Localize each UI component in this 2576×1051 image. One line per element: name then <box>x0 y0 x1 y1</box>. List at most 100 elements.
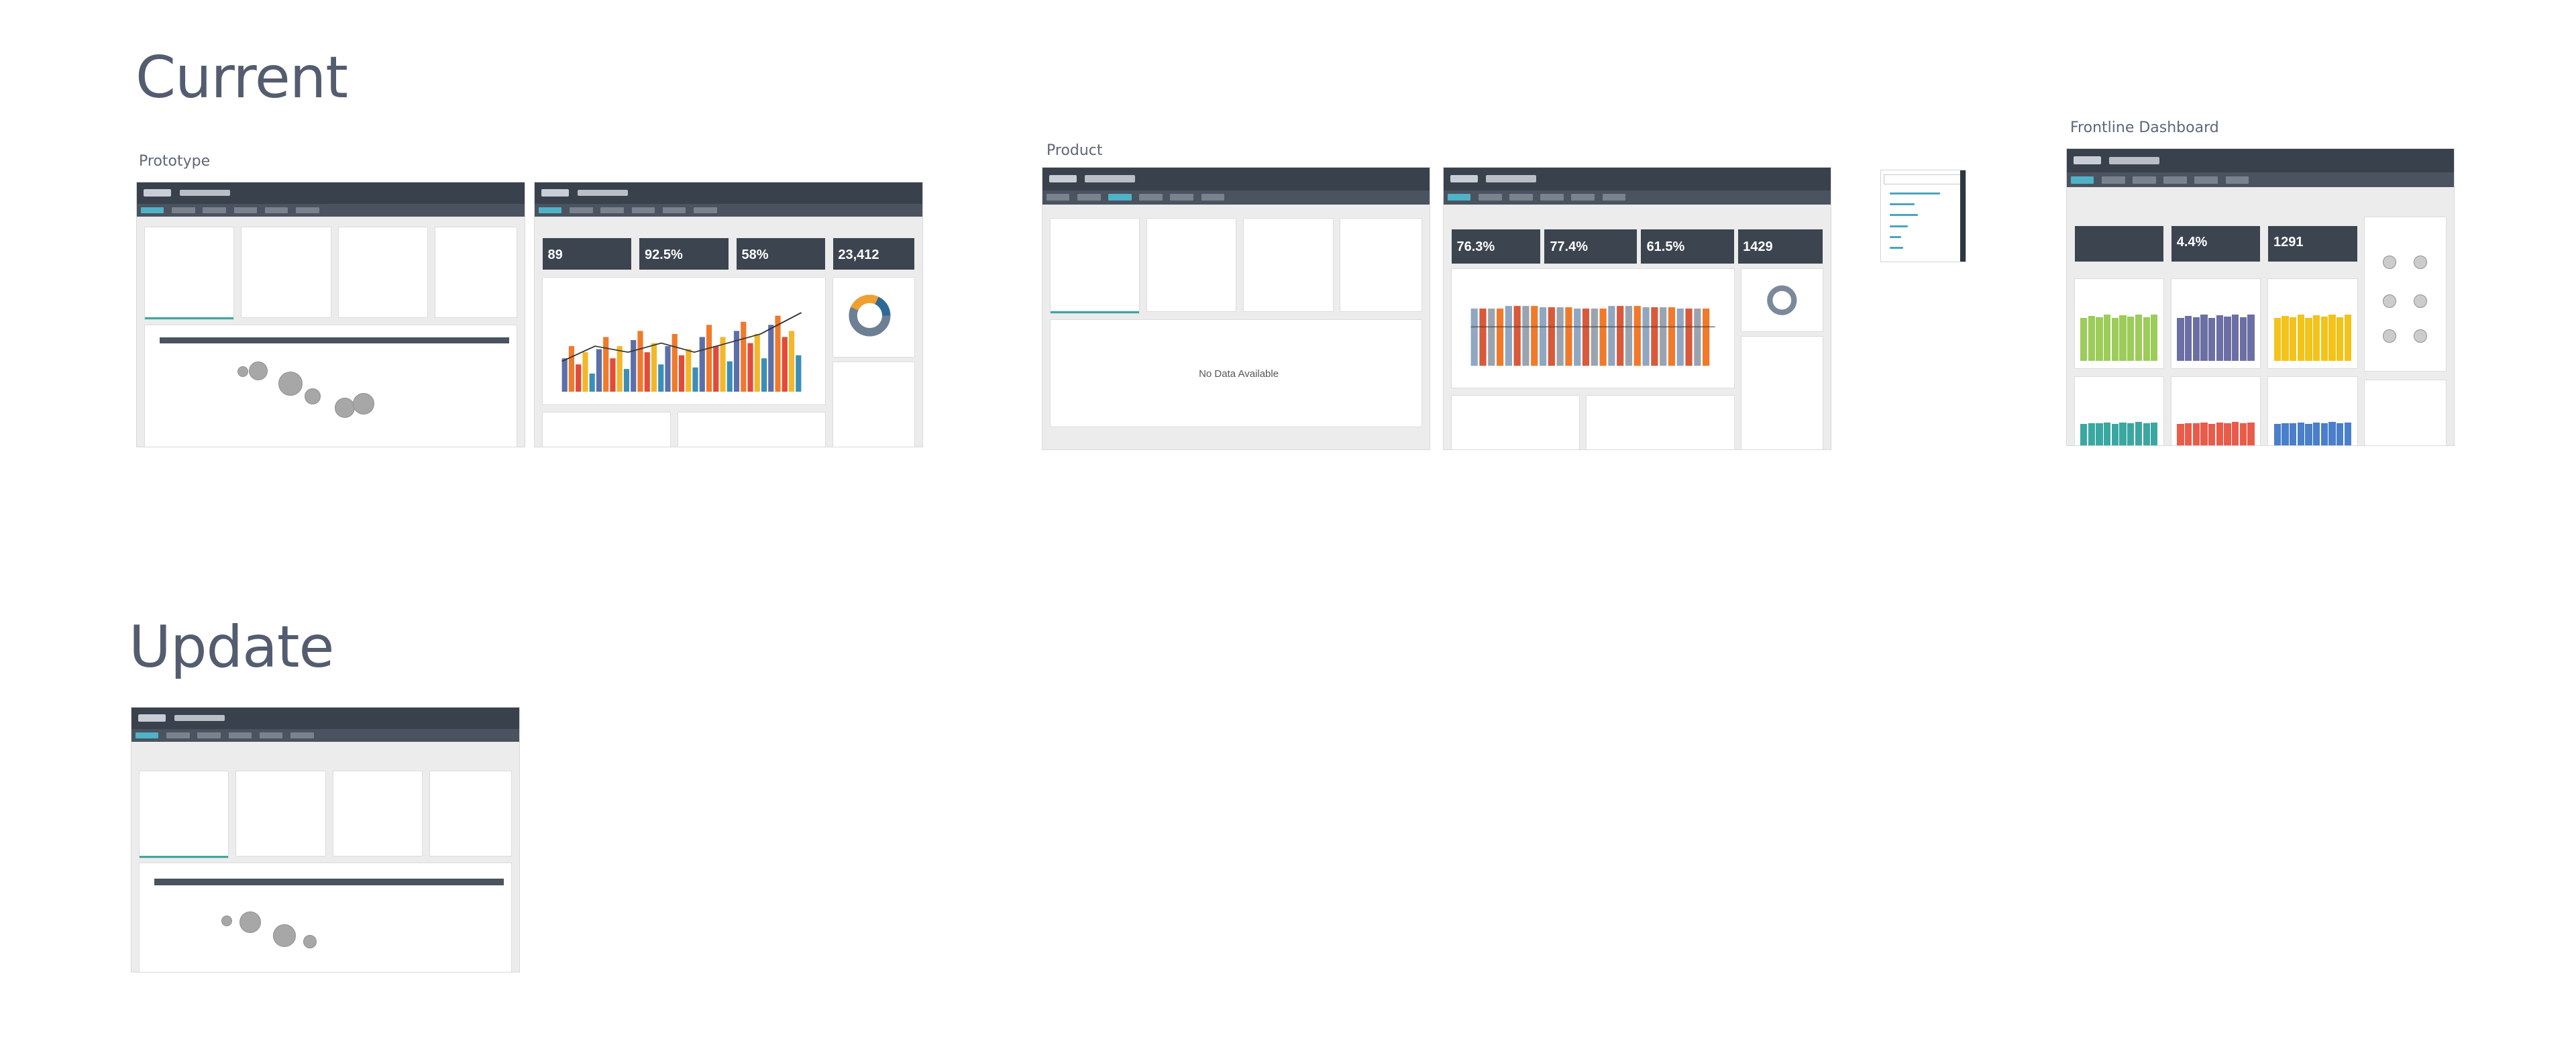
screenshot-prototype-dashboard[interactable]: 89 92.5% 58% 23,412 <box>535 182 922 447</box>
nav-tab[interactable] <box>166 732 190 739</box>
chart-bar <box>1591 309 1598 366</box>
chart-bar <box>2200 315 2208 362</box>
label-prototype: Prototype <box>139 153 211 170</box>
badge-icon <box>2382 256 2396 270</box>
top-categories-volume-card <box>1146 218 1236 312</box>
nav-tab[interactable] <box>1077 194 1101 201</box>
nav-tab[interactable] <box>1139 194 1163 201</box>
nav-tab[interactable] <box>2070 176 2094 184</box>
nav-tab[interactable] <box>1201 194 1225 201</box>
biggest-movers-card <box>435 227 517 317</box>
menu-item[interactable] <box>1889 214 1919 217</box>
chart-bar <box>2312 423 2320 445</box>
chart-bar <box>1650 307 1658 366</box>
nav-tab[interactable] <box>295 207 319 214</box>
nav-tab[interactable] <box>1046 194 1070 201</box>
nav-tab[interactable] <box>1602 194 1626 201</box>
chart-bubble <box>239 911 262 933</box>
nav-tab[interactable] <box>693 207 717 214</box>
chart-bar <box>2127 316 2135 362</box>
customer-comments-card <box>1741 337 1823 449</box>
chart-bar <box>616 345 623 392</box>
nav-tab[interactable] <box>259 732 283 739</box>
my-focus-areas-card <box>2365 380 2447 445</box>
nav-tab[interactable] <box>662 207 686 214</box>
chart-bar <box>2135 422 2143 445</box>
key-drivers-card <box>542 412 671 447</box>
nav-tab[interactable] <box>600 207 624 214</box>
nav-tab[interactable] <box>135 732 159 739</box>
chart-bar <box>2224 423 2231 445</box>
chart-bar <box>1693 309 1701 366</box>
chart-bar <box>1470 309 1478 366</box>
nav-tab[interactable] <box>140 207 164 214</box>
chart-bar <box>1607 306 1615 366</box>
nav-tab[interactable] <box>1540 194 1564 201</box>
kpi-tile <box>2074 225 2164 262</box>
nav-tab[interactable] <box>2194 176 2218 184</box>
screenshot-product-unstructured[interactable]: No Data Available <box>1042 168 1430 449</box>
nav-tab[interactable] <box>2225 176 2249 184</box>
chart-bar <box>733 331 739 392</box>
screenshot-product-management[interactable]: 76.3% 77.4% 61.5% 1429 <box>1444 168 1831 449</box>
chart-bar <box>1685 309 1693 366</box>
menu-item[interactable] <box>1889 192 1941 195</box>
menu-item[interactable] <box>1889 247 1903 250</box>
nav-tab[interactable] <box>1447 194 1471 201</box>
chart-bar <box>2151 422 2158 445</box>
nav-tab[interactable] <box>264 207 288 214</box>
chart-bar <box>1616 306 1623 366</box>
chart-bar <box>2239 317 2247 362</box>
nav-tab[interactable] <box>538 207 562 214</box>
kpi-tile: 61.5% <box>1641 229 1734 264</box>
nav-tab[interactable] <box>631 207 655 214</box>
chart-bar <box>1659 307 1666 366</box>
nav-tab[interactable] <box>228 732 252 739</box>
nav-tab[interactable] <box>1478 194 1502 201</box>
kpi-tile: 89 <box>542 237 632 270</box>
nav-tab[interactable] <box>570 207 593 214</box>
chart-bar <box>1505 306 1512 366</box>
chart-bar <box>2247 422 2255 445</box>
nav-tab[interactable] <box>2101 176 2125 184</box>
menu-item[interactable] <box>1889 235 1902 238</box>
chart-bar <box>2297 315 2304 362</box>
nav-tab[interactable] <box>197 732 221 739</box>
chart-bar <box>1676 309 1684 366</box>
metric-trend-card-blue <box>2268 377 2357 445</box>
nav-tab[interactable] <box>233 207 258 214</box>
chart-bar <box>568 345 574 392</box>
nav-tab[interactable] <box>172 207 195 214</box>
screenshot-frontline-dashboard[interactable]: 4.4% 1291 <box>2067 149 2454 445</box>
app-nav-bar <box>137 203 525 217</box>
chart-bar <box>1599 309 1607 366</box>
nav-tab[interactable] <box>1571 194 1595 201</box>
nav-tab[interactable] <box>1509 194 1533 201</box>
chart-bar <box>767 325 774 392</box>
nav-tab[interactable] <box>1108 194 1132 201</box>
chart-bar <box>610 358 616 392</box>
chart-bar <box>1633 306 1641 366</box>
nav-tab[interactable] <box>2163 176 2187 184</box>
chart-bar <box>2119 315 2127 362</box>
logo <box>1450 174 1478 183</box>
dropdown-menu-fragment[interactable] <box>1881 170 1966 262</box>
nav-tab[interactable] <box>203 207 226 214</box>
screenshot-update-unstructured[interactable] <box>131 708 519 972</box>
menu-item[interactable] <box>1889 225 1909 227</box>
chart-bar <box>2344 422 2351 445</box>
nav-tab[interactable] <box>290 732 314 739</box>
nav-tab[interactable] <box>1170 194 1194 201</box>
logo <box>144 189 171 197</box>
app-header-bar <box>535 182 922 204</box>
chart-bar <box>1479 309 1487 366</box>
nav-tab[interactable] <box>2133 176 2156 184</box>
chart-bar <box>740 321 747 392</box>
chart-bar <box>720 337 726 392</box>
metrics-trend-chart <box>561 312 802 392</box>
menu-item[interactable] <box>1889 203 1915 205</box>
top-categories-volume-card <box>241 227 331 317</box>
chart-bar <box>2216 423 2223 445</box>
chart-bar <box>2192 317 2200 362</box>
screenshot-prototype-unstructured[interactable] <box>137 182 525 447</box>
